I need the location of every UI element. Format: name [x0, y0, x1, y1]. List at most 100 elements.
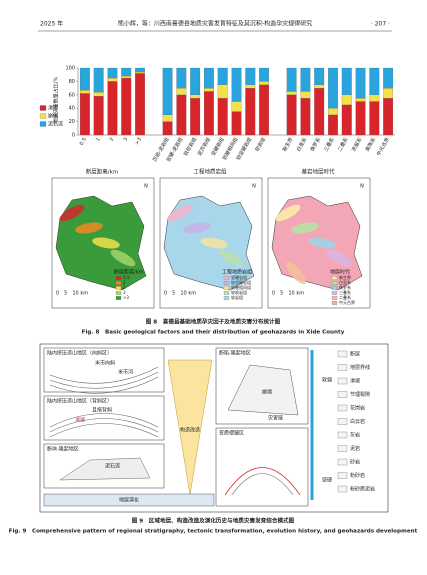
header-year: 2025 年: [40, 20, 63, 28]
legend-swatch: [223, 296, 230, 300]
x-tick-label: >3: [134, 137, 143, 146]
legend-label: 断层: [350, 351, 360, 358]
legend-swatch: [39, 113, 47, 119]
legend-swatch: [337, 391, 348, 398]
map-title: 基岩地层时代: [301, 168, 335, 176]
legend-label: >3: [123, 295, 129, 300]
bar-segment: [300, 91, 311, 99]
legend-label: 软岩组: [231, 294, 243, 300]
label: 泥石流: [105, 463, 120, 470]
bar-segment: [300, 98, 311, 136]
legend-label: 粉砂岩: [350, 472, 365, 479]
bar-segment: [369, 67, 380, 95]
legend-swatch: [115, 286, 122, 290]
block: [59, 457, 151, 481]
bar-segment: [355, 67, 366, 99]
legend-label: 三叠系: [339, 289, 351, 295]
x-tick-label: 奥陶系: [364, 136, 378, 153]
bar-segment: [231, 67, 242, 102]
legend-swatch: [337, 485, 348, 493]
box-title: 变质褶皱区: [219, 430, 244, 437]
bar-segment: [79, 67, 90, 91]
legend-swatch: [331, 286, 338, 290]
scale: 0 5 10 km: [272, 291, 304, 297]
legend-label: 节理裂隙: [350, 391, 370, 398]
bar-segment: [245, 67, 256, 85]
strata: [49, 366, 159, 394]
legend-label: 花岗岩: [350, 405, 365, 412]
north: N: [252, 184, 256, 190]
label: 构造改造: [180, 427, 200, 434]
map-patch: [286, 261, 306, 285]
bar-segment: [204, 87, 214, 92]
slope: [227, 364, 299, 416]
bar-segment: [314, 84, 325, 89]
legend-swatch: [331, 291, 338, 295]
bar-segment: [300, 67, 311, 92]
map-patch: [59, 204, 85, 222]
legend-label: 滑坡: [48, 105, 58, 112]
bar-segment: [286, 67, 297, 92]
legend-label: 白垩系: [339, 279, 351, 285]
bar-segment: [162, 67, 173, 116]
legend-swatch: [337, 458, 348, 466]
legend-swatch: [337, 431, 348, 439]
legend-label: 砂岩: [350, 459, 360, 466]
legend-swatch: [337, 364, 348, 371]
bar-segment: [176, 87, 187, 95]
x-tick-label: 软岩组: [254, 136, 268, 153]
bar-segment: [79, 90, 90, 94]
bar-segment: [314, 87, 325, 136]
band: [43, 493, 215, 507]
legend-label: 侏罗系: [339, 284, 351, 290]
x-tick-label: 白垩系: [295, 136, 309, 153]
bar-segment: [259, 81, 269, 85]
header-title: 熊小辉，等：川西南喜德县地质灾害发育特征及其沉积-构造孕灾规律研究: [118, 20, 312, 28]
legend-swatch: [223, 286, 230, 290]
bar-segment: [328, 108, 338, 115]
header-page: · 207 ·: [371, 21, 390, 28]
x-tick-label: 2: [109, 137, 116, 143]
map-patch: [200, 237, 228, 249]
map-title: 工程地质岩组: [193, 168, 227, 176]
map-patch: [92, 237, 120, 249]
bar-segment: [79, 93, 90, 136]
box-title: 陆内挤压造山地区（向斜区）: [47, 350, 112, 357]
legend-swatch: [337, 350, 348, 358]
legend-swatch: [331, 276, 338, 280]
bar-segment: [107, 77, 118, 82]
bar-segment: [369, 94, 380, 102]
legend-label: 较坚硬岩组: [231, 279, 251, 285]
map-patch: [291, 222, 319, 234]
map-patch: [75, 222, 103, 234]
bar-segment: [314, 67, 325, 85]
box-title: 断块-隆起地区: [47, 446, 79, 453]
bar-segment: [231, 101, 242, 112]
box: [43, 395, 165, 441]
legend-label: 滑坡: [350, 378, 360, 385]
legend-swatch: [115, 276, 122, 280]
fig9-caption-en: Fig. 9 Comprehensive pattern of regional…: [9, 529, 418, 535]
bar-segment: [369, 101, 380, 136]
legend-label: 0.5: [123, 275, 130, 280]
x-tick-label: 3: [122, 137, 129, 143]
bar-segment: [135, 71, 145, 74]
legend-swatch: [331, 296, 338, 300]
label: 地层演化: [119, 497, 139, 504]
bar-segment: [190, 94, 201, 99]
label: 灾害链: [268, 415, 283, 422]
legend-label: 较软岩组: [231, 289, 247, 295]
legend-label: 粉砂质泥岩: [350, 486, 375, 493]
bar-segment: [217, 98, 228, 136]
legend-label: 新生界: [339, 274, 351, 280]
bar-segment: [259, 84, 269, 136]
fig8-caption-en: Fig. 8 Basic geological factors and thei…: [82, 330, 345, 336]
bar-segment: [383, 67, 394, 89]
bar-segment: [286, 91, 297, 95]
legend-swatch: [39, 121, 47, 127]
legend-title: 工程地质岩组: [222, 269, 252, 276]
bar-segment: [328, 67, 338, 109]
